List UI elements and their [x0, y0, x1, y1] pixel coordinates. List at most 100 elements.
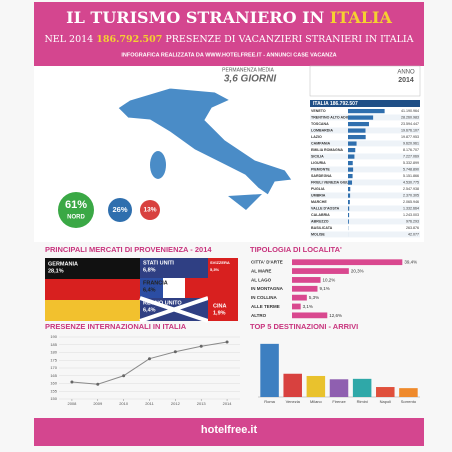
flag-fr — [163, 278, 185, 298]
x-tick-label: Firenze — [332, 399, 346, 404]
category-label: BASILICATA — [311, 226, 333, 230]
bar — [348, 154, 355, 159]
bar — [348, 115, 374, 120]
share-value: 61% — [65, 199, 87, 211]
category-label: EMILIA ROMAGNA — [311, 148, 343, 152]
value-label: 3,1% — [303, 304, 313, 309]
flag-stripe — [45, 279, 140, 300]
x-tick-label: 2012 — [171, 401, 181, 406]
category-label: ALLE TERME — [251, 304, 280, 309]
sardinia — [150, 151, 166, 179]
x-tick-label: Venezia — [286, 399, 301, 404]
share-circle — [140, 200, 160, 220]
value-label: 19.877.953 — [401, 135, 419, 139]
x-tick-label: Rimini — [357, 399, 368, 404]
legend-box — [309, 65, 421, 97]
row-bg — [310, 199, 420, 205]
flags — [45, 258, 238, 323]
share-label: NORD — [67, 215, 85, 221]
row-bg — [310, 205, 420, 212]
market-name: REGNO UNITO — [143, 300, 182, 306]
x-tick-label: Roma — [264, 399, 275, 404]
x-tick-label: Milano — [310, 399, 323, 404]
market-name: GERMANIA — [48, 261, 78, 267]
bar — [348, 160, 353, 166]
category-label: CITTA' D'ARTE — [251, 260, 283, 265]
flag-ch — [208, 258, 238, 278]
flag-fr — [140, 278, 163, 298]
category-label: LIGURIA — [311, 161, 326, 165]
market-name: FRANCIA — [143, 280, 168, 286]
bar — [292, 259, 403, 266]
sicily — [228, 194, 262, 210]
footer-band — [34, 418, 424, 446]
x-tick-label: 2010 — [119, 401, 129, 406]
bar — [348, 173, 353, 179]
value-label: 7.227.069 — [403, 155, 419, 159]
x-tick-label: Sorrento — [401, 399, 417, 404]
bar — [348, 121, 369, 127]
value-label: 39,4% — [404, 260, 417, 265]
bar — [348, 193, 351, 198]
bar — [329, 379, 349, 397]
category-label: IN COLLINA — [251, 295, 277, 300]
bar — [348, 180, 353, 185]
category-label: ABRUZZO — [311, 220, 329, 224]
section-title: PRINCIPALI MERCATI DI PROVENIENZA - 2014 — [45, 245, 212, 254]
point — [122, 374, 126, 378]
value-label: 12,6% — [329, 313, 342, 318]
row-bg — [310, 140, 420, 147]
bar — [292, 312, 328, 319]
row-bg — [310, 192, 420, 199]
flag-fr — [185, 278, 208, 298]
stay-label: PERMANENZA MEDIA — [222, 67, 274, 73]
value-label: 28.260.983 — [401, 116, 419, 120]
market-share: 6,4% — [143, 307, 156, 313]
bar — [260, 343, 279, 397]
y-tick-label: 160 — [50, 381, 57, 386]
header-title: IL TURISMO STRANIERO IN ITALIA — [66, 8, 392, 27]
value-label: 5.748.890 — [403, 168, 419, 172]
category-label: MARCHE — [311, 200, 327, 204]
row-bg — [310, 218, 420, 225]
value-label: 8.176.707 — [403, 148, 419, 152]
category-label: TRENTINO ALTO ADIGE — [311, 116, 353, 120]
row-bg — [310, 166, 420, 173]
row-bg — [310, 212, 420, 218]
value-label: 9.620.961 — [403, 142, 419, 146]
category-label: CALABRIA — [311, 213, 330, 217]
section-title: TIPOLOGIA DI LOCALITA' — [250, 245, 342, 254]
market-name: STATI UNITI — [143, 260, 174, 266]
value-label: 41.190.964 — [401, 109, 419, 113]
x-tick-label: 2008 — [67, 401, 77, 406]
x-tick-label: 2011 — [145, 401, 154, 406]
subtitle-end: PRESENZE DI VACANZIERI STRANIERI IN ITAL… — [165, 34, 413, 45]
y-tick-label: 170 — [50, 365, 57, 370]
value-label: 263.876 — [406, 226, 419, 230]
value-label: 19.676.107 — [401, 129, 419, 133]
title-highlight: ITALIA — [330, 8, 393, 27]
chart-title: ITALIA 186.792.507 — [313, 101, 358, 107]
bar — [292, 303, 301, 310]
bar — [292, 277, 321, 283]
bar — [292, 294, 307, 301]
value-label: 20,3% — [351, 268, 364, 273]
bar — [399, 388, 418, 397]
point — [70, 380, 74, 384]
y-tick-label: 175 — [50, 357, 57, 362]
bar — [292, 268, 349, 274]
bar — [348, 206, 350, 211]
value-label: 10,2% — [323, 277, 336, 282]
value-label: 2.370.305 — [403, 194, 419, 198]
year-label: ANNO — [397, 70, 415, 76]
bar — [283, 373, 302, 397]
value-label: 1.243.003 — [403, 213, 419, 217]
title-text: IL TURISMO STRANIERO IN — [66, 8, 324, 27]
x-tick-label: 2013 — [197, 401, 207, 406]
x-tick-label: Napoli — [380, 399, 391, 404]
flag-stripe — [45, 258, 140, 279]
category-label: TOSCANA — [311, 122, 329, 126]
category-label: IN MONTAGNA — [251, 286, 284, 291]
